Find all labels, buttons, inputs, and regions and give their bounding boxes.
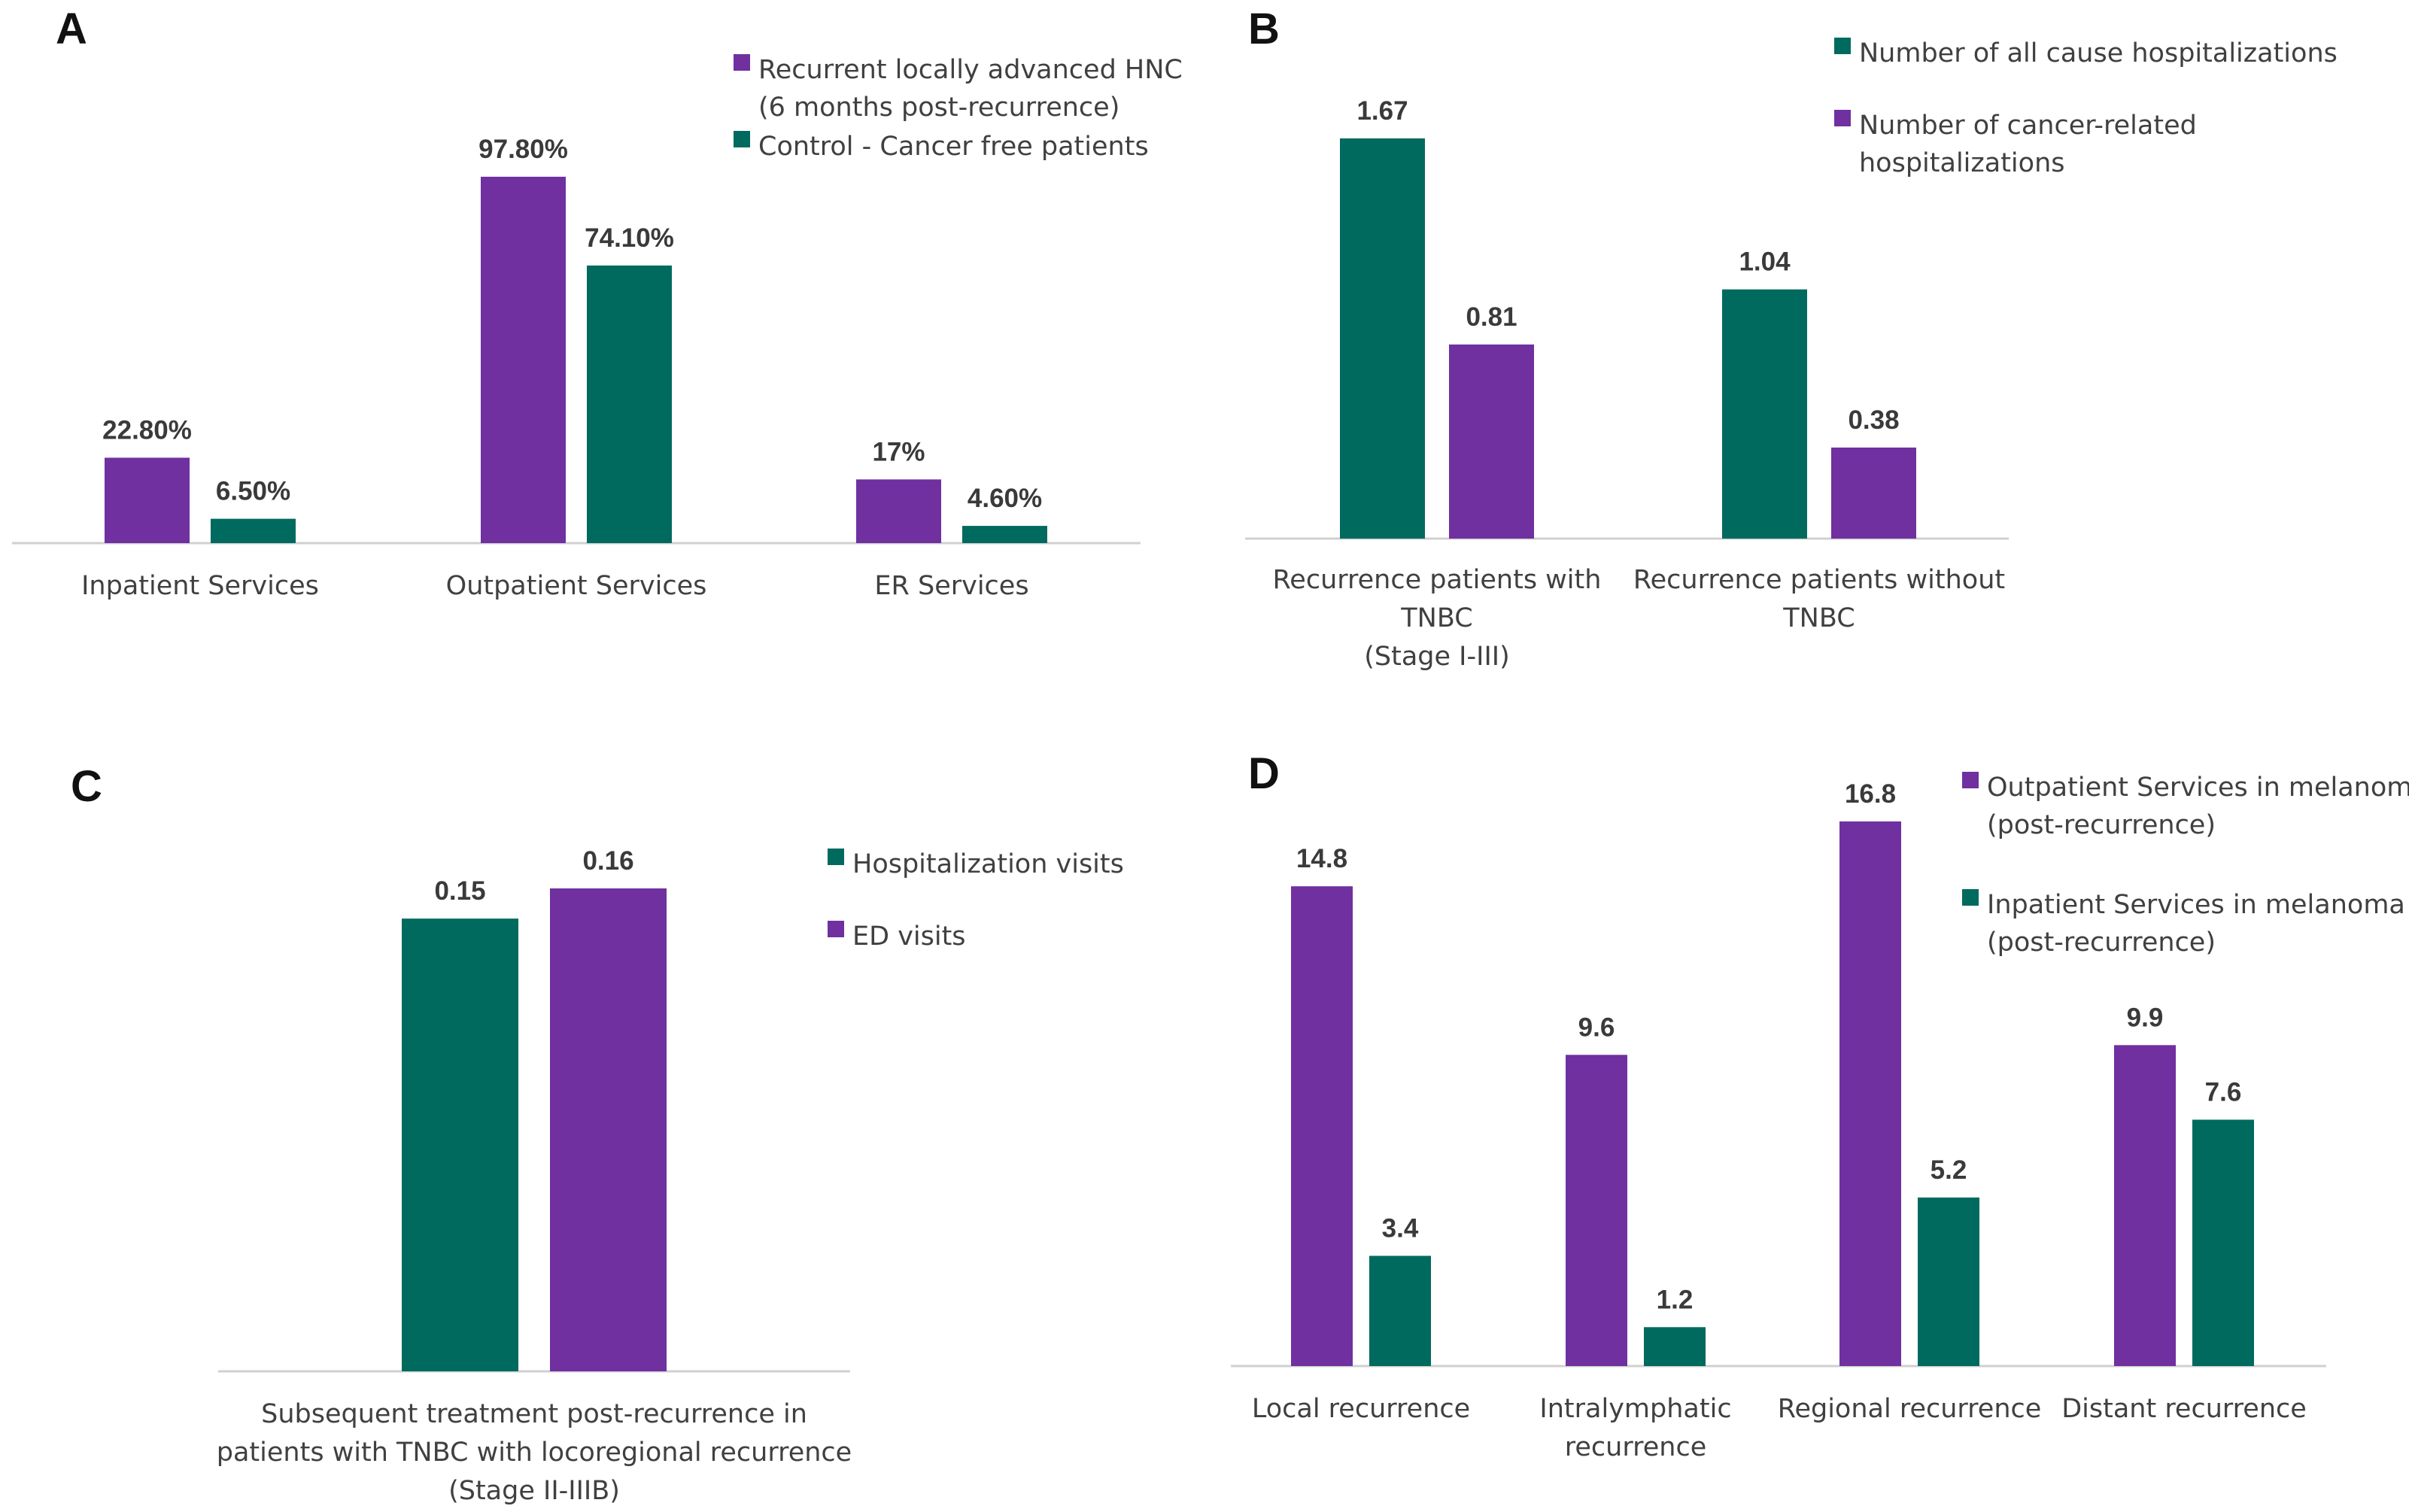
panel-label: C — [71, 762, 102, 811]
legend-swatch — [1962, 772, 1979, 788]
category-label: Recurrence patients with — [1273, 565, 1602, 595]
data-label: 1.67 — [1356, 96, 1408, 126]
chart-panel-b: B 1.67 0.81 Recurrence patients with TNBC (St… — [1245, 5, 2338, 672]
bar-d-0-3 — [2114, 1045, 2176, 1366]
data-label: 17% — [872, 437, 925, 466]
bar-d-1-0 — [1369, 1255, 1431, 1366]
legend-label: ED visits — [852, 921, 966, 952]
legend-label: (post-recurrence) — [1987, 928, 2216, 958]
data-label: 5.2 — [1931, 1155, 1967, 1185]
legend-label: (6 months post-recurrence) — [758, 93, 1119, 123]
bar-b-1-0 — [1449, 344, 1534, 539]
panel-label: D — [1248, 749, 1280, 798]
data-label: 22.80% — [102, 415, 192, 445]
data-label: 1.04 — [1739, 247, 1791, 277]
category-label: patients with TNBC with locoregional rec… — [217, 1438, 852, 1468]
data-label: 0.81 — [1466, 302, 1517, 332]
data-label: 9.9 — [2127, 1003, 2164, 1032]
bar-a-1-0 — [211, 518, 296, 543]
bar-c-0-0 — [402, 918, 518, 1371]
bar-d-0-0 — [1291, 886, 1353, 1366]
category-label: Recurrence patients without — [1633, 565, 2005, 595]
data-label: 0.15 — [434, 876, 485, 906]
data-label: 4.60% — [968, 484, 1042, 513]
bar-b-0-1 — [1722, 289, 1807, 539]
bar-a-0-1 — [481, 176, 566, 543]
data-label: 1.2 — [1657, 1285, 1694, 1314]
panel-label: B — [1248, 5, 1280, 53]
bar-b-1-1 — [1831, 447, 1916, 539]
legend-label: Recurrent locally advanced HNC — [758, 55, 1183, 85]
category-label: Intralymphatic — [1539, 1394, 1731, 1424]
data-label: 7.6 — [2205, 1077, 2242, 1107]
legend-swatch — [1834, 110, 1851, 126]
legend-label: Inpatient Services in melanoma — [1987, 890, 2405, 920]
category-label: Local recurrence — [1252, 1394, 1470, 1424]
bar-a-0-2 — [856, 479, 941, 543]
legend-swatch — [734, 54, 750, 71]
category-label: Subsequent treatment post-recurrence in — [261, 1399, 807, 1429]
bar-a-0-0 — [105, 457, 190, 543]
legend-label: hospitalizations — [1859, 148, 2065, 178]
bar-c-1-0 — [550, 888, 667, 1371]
category-label: ER Services — [874, 571, 1028, 601]
panel-label: A — [56, 5, 87, 53]
legend-label: Number of all cause hospitalizations — [1859, 38, 2338, 68]
data-label: 6.50% — [216, 477, 290, 506]
category-label: TNBC — [1782, 603, 1855, 633]
category-label: Inpatient Services — [81, 571, 319, 601]
data-label: 3.4 — [1382, 1213, 1419, 1243]
bar-d-1-3 — [2192, 1119, 2254, 1366]
category-label: Regional recurrence — [1778, 1394, 2042, 1424]
data-label: 74.10% — [585, 223, 674, 253]
legend-label: Number of cancer-related — [1859, 111, 2197, 141]
legend-swatch — [828, 849, 844, 865]
bar-d-0-1 — [1566, 1055, 1627, 1366]
category-label: recurrence — [1565, 1432, 1706, 1462]
category-label: TNBC — [1400, 603, 1472, 633]
bar-d-1-2 — [1918, 1197, 1979, 1366]
legend-swatch — [734, 131, 750, 147]
category-label: (Stage II-IIIB) — [448, 1476, 620, 1506]
chart-panel-d: D 14.8 3.4 Local recurrence 9.6 1.2 Intralymph… — [1231, 749, 2409, 1462]
data-label: 16.8 — [1845, 779, 1896, 809]
data-label: 9.6 — [1578, 1013, 1615, 1042]
category-label: (Stage I-III) — [1364, 642, 1510, 672]
legend-swatch — [1834, 38, 1851, 54]
data-label: 0.16 — [582, 846, 633, 876]
bar-b-0-0 — [1340, 138, 1425, 539]
chart-panel-a: A 22.80% 6.50% Inpatient Services 97.80% 74.1… — [12, 5, 1183, 601]
chart-panel-c: C 0.15 0.16 Subsequent treatment post-recur… — [71, 762, 1124, 1506]
data-label: 0.38 — [1848, 405, 1899, 435]
data-label: 97.80% — [478, 135, 568, 164]
legend-label: Control - Cancer free patients — [758, 132, 1149, 162]
data-label: 14.8 — [1296, 844, 1347, 873]
legend-swatch — [828, 921, 844, 937]
legend-label: Hospitalization visits — [852, 849, 1124, 879]
category-label: Distant recurrence — [2061, 1394, 2307, 1424]
category-label: Outpatient Services — [446, 571, 707, 601]
legend-label: Outpatient Services in melanoma — [1987, 773, 2409, 803]
bar-d-0-2 — [1839, 821, 1901, 1366]
legend-label: (post-recurrence) — [1987, 810, 2216, 840]
bar-a-1-1 — [587, 265, 672, 543]
bar-a-1-2 — [962, 526, 1047, 543]
legend-swatch — [1962, 889, 1979, 906]
bar-d-1-1 — [1644, 1327, 1706, 1366]
